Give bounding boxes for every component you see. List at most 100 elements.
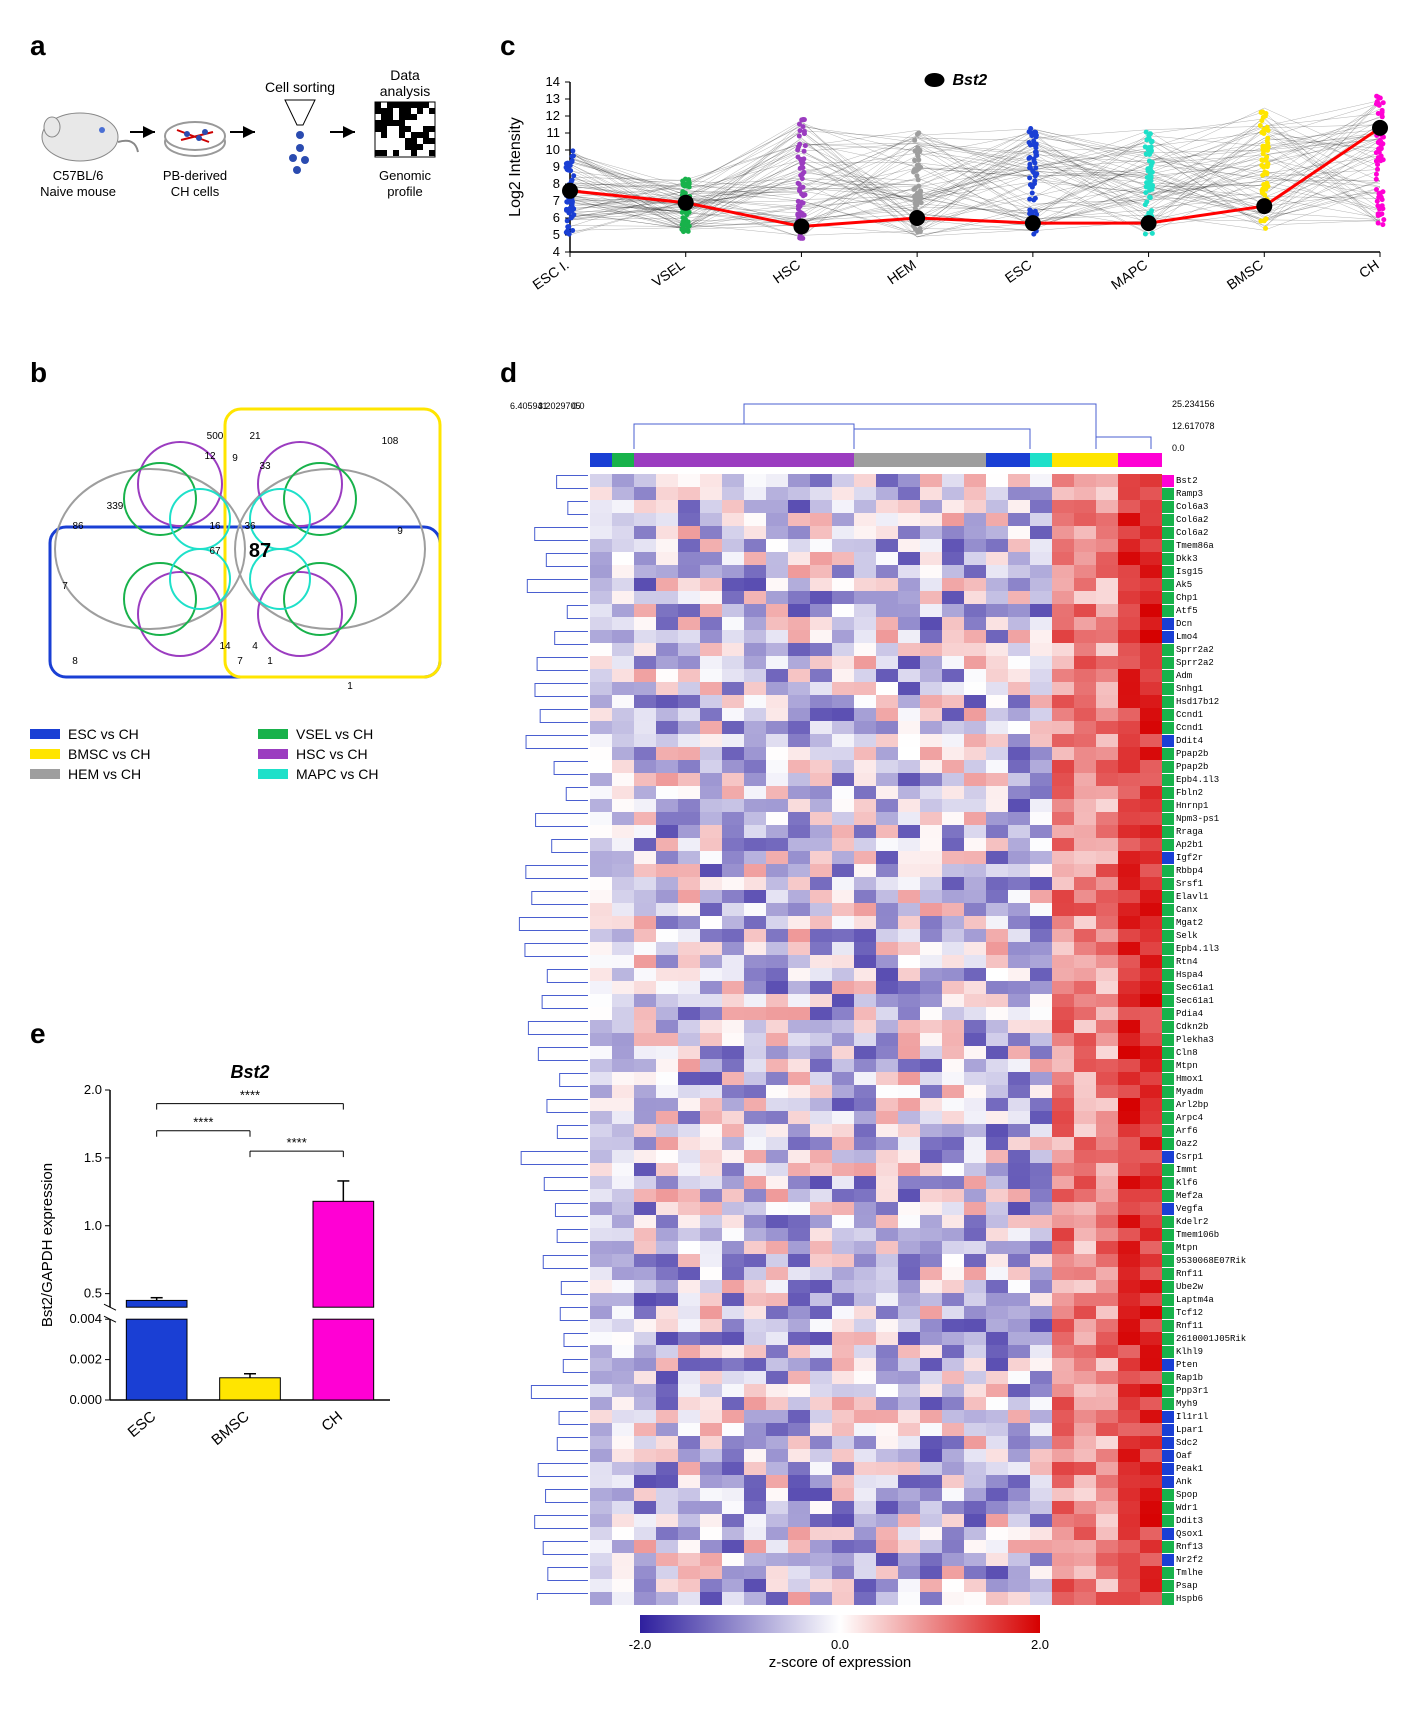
svg-text:VSEL: VSEL <box>649 256 688 290</box>
gene-label: Il1r1l <box>1162 1410 1246 1423</box>
step-mouse-line1: C57BL/6 <box>53 168 104 183</box>
svg-text:5: 5 <box>553 227 560 242</box>
gene-label: Sprr2a2 <box>1162 656 1246 669</box>
panel-b-label: b <box>30 357 470 389</box>
panel-e-label: e <box>30 1018 470 1050</box>
svg-text:25.234156: 25.234156 <box>1172 399 1215 409</box>
gene-label: Rnf11 <box>1162 1319 1246 1332</box>
svg-text:108: 108 <box>382 436 399 447</box>
gene-label: Cln8 <box>1162 1046 1246 1059</box>
svg-text:9: 9 <box>553 159 560 174</box>
svg-text:HEM: HEM <box>884 256 919 287</box>
svg-text:0.5: 0.5 <box>84 1285 102 1300</box>
svg-text:12.617078: 12.617078 <box>1172 421 1215 431</box>
gene-label: Ank <box>1162 1475 1246 1488</box>
gene-label: Igf2r <box>1162 851 1246 864</box>
gene-label: Fbln2 <box>1162 786 1246 799</box>
gene-label: Atf5 <box>1162 604 1246 617</box>
panel-b: b 87500211088633998176736167144133129 ES… <box>20 347 480 998</box>
svg-text:4: 4 <box>252 641 258 652</box>
gene-label: 2610001J05Rik <box>1162 1332 1246 1345</box>
gene-label: Ccnd1 <box>1162 708 1246 721</box>
svg-text:1: 1 <box>267 656 273 667</box>
svg-text:2.0: 2.0 <box>1031 1637 1049 1652</box>
step-sort-title: Cell sorting <box>265 79 335 95</box>
svg-text:1.5: 1.5 <box>84 1149 102 1164</box>
venn-legend-item: HEM vs CH <box>30 766 242 782</box>
gene-label: Sec61a1 <box>1162 994 1246 1007</box>
svg-text:ESC: ESC <box>1002 256 1035 286</box>
svg-text:12: 12 <box>204 451 216 462</box>
gene-label: Nr2f2 <box>1162 1553 1246 1566</box>
venn-legend-item: HSC vs CH <box>258 746 470 762</box>
svg-text:8: 8 <box>72 656 78 667</box>
svg-text:16: 16 <box>209 521 221 532</box>
column-header: 25.23415612.6170780.0 <box>590 389 1272 469</box>
step-data-line2: analysis <box>380 83 431 99</box>
gene-label: Spop <box>1162 1488 1246 1501</box>
gene-label: Npm3-ps1 <box>1162 812 1246 825</box>
gene-label: Rtn4 <box>1162 955 1246 968</box>
gene-label: Rnf13 <box>1162 1540 1246 1553</box>
svg-text:****: **** <box>287 1135 307 1150</box>
svg-text:Log2 Intensity: Log2 Intensity <box>507 117 524 217</box>
svg-text:BMSC: BMSC <box>1224 256 1266 292</box>
gene-label: Klf6 <box>1162 1176 1246 1189</box>
gene-label: Canx <box>1162 903 1246 916</box>
svg-text:ESC: ESC <box>125 1407 160 1440</box>
gene-label: Myadm <box>1162 1085 1246 1098</box>
svg-text:87: 87 <box>249 540 271 562</box>
svg-text:9: 9 <box>232 453 238 464</box>
venn-diagram: 87500211088633998176736167144133129 <box>30 389 460 709</box>
gene-label: Hnrnp1 <box>1162 799 1246 812</box>
gene-label: Tcf12 <box>1162 1306 1246 1319</box>
gene-label: Pten <box>1162 1358 1246 1371</box>
heatmap <box>590 474 1162 1605</box>
gene-label: Hspa4 <box>1162 968 1246 981</box>
gene-label: Qsox1 <box>1162 1527 1246 1540</box>
svg-text:BMSC: BMSC <box>208 1407 252 1448</box>
gene-label: Snhg1 <box>1162 682 1246 695</box>
gene-label: Dcn <box>1162 617 1246 630</box>
svg-text:CH: CH <box>318 1408 346 1435</box>
svg-text:339: 339 <box>107 501 124 512</box>
svg-text:HSC: HSC <box>770 256 803 286</box>
gene-label: Rbbp4 <box>1162 864 1246 877</box>
gene-label: Kdelr2 <box>1162 1215 1246 1228</box>
gene-label: Psap <box>1162 1579 1246 1592</box>
gene-label: Oaf <box>1162 1449 1246 1462</box>
gene-label: Lpar1 <box>1162 1423 1246 1436</box>
svg-text:9: 9 <box>397 526 403 537</box>
svg-text:1: 1 <box>347 681 353 692</box>
gene-label: Ube2w <box>1162 1280 1246 1293</box>
step-mouse-line2: Naive mouse <box>40 184 116 199</box>
svg-text:14: 14 <box>219 641 231 652</box>
gene-label: Immt <box>1162 1163 1246 1176</box>
panel-e: e Bst20.51.01.52.00.0000.0020.004Bst2/GA… <box>20 1008 480 1691</box>
workflow-diagram: C57BL/6 Naive mouse PB-derived CH cells … <box>30 62 460 222</box>
gene-label: Ppap2b <box>1162 747 1246 760</box>
svg-text:67: 67 <box>209 546 221 557</box>
gene-label: Elavl1 <box>1162 890 1246 903</box>
svg-text:0.000: 0.000 <box>69 1392 102 1407</box>
svg-text:-2.0: -2.0 <box>629 1637 651 1652</box>
svg-text:MAPC: MAPC <box>1108 256 1150 292</box>
svg-text:Bst2: Bst2 <box>230 1062 269 1082</box>
gene-label: Pdia4 <box>1162 1007 1246 1020</box>
svg-text:0.004: 0.004 <box>69 1311 102 1326</box>
gene-label: Hmox1 <box>1162 1072 1246 1085</box>
gene-label: Ak5 <box>1162 578 1246 591</box>
gene-label: Ppap2b <box>1162 760 1246 773</box>
panel-d-label: d <box>500 357 1418 389</box>
gene-label: Arl2bp <box>1162 1098 1246 1111</box>
gene-label: Chp1 <box>1162 591 1246 604</box>
panel-a: a C57BL/6 Naive mouse <box>20 20 480 337</box>
gene-label: Arpc4 <box>1162 1111 1246 1124</box>
gene-label: Sdc2 <box>1162 1436 1246 1449</box>
svg-text:****: **** <box>193 1114 213 1129</box>
svg-text:4: 4 <box>553 244 560 259</box>
svg-text:10: 10 <box>546 142 560 157</box>
gene-label: Epb4.1l3 <box>1162 773 1246 786</box>
svg-text:ESC I.: ESC I. <box>529 256 571 292</box>
svg-text:14: 14 <box>546 74 560 89</box>
